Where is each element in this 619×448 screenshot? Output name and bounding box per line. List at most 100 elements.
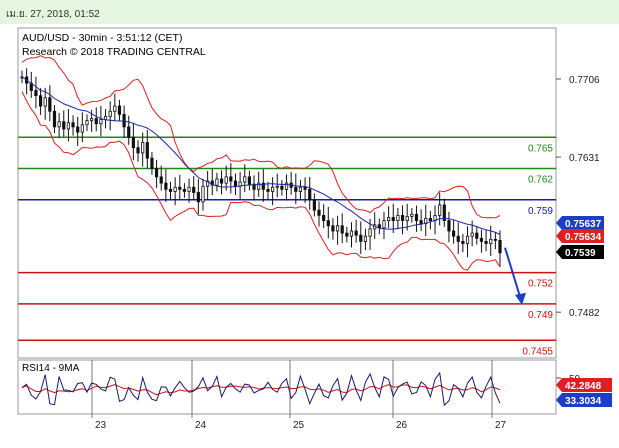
candle-body <box>484 241 488 244</box>
projection-arrow-head <box>515 292 526 305</box>
candle-body <box>498 239 502 254</box>
candle-body <box>331 225 335 232</box>
candle-body <box>387 217 391 221</box>
candle-body <box>233 180 238 187</box>
candle-body <box>182 188 187 192</box>
rsi-line <box>21 371 501 407</box>
candle-body <box>38 95 43 107</box>
candle-body <box>400 214 405 221</box>
candle-body <box>451 230 456 237</box>
candle-body <box>368 228 372 237</box>
candle-body <box>252 183 256 190</box>
date-header-bar: เม.ย. 27, 2018, 01:52 <box>0 0 619 24</box>
date-time-label: เม.ย. 27, 2018, 01:52 <box>6 9 100 20</box>
candle-body <box>465 235 470 244</box>
candle-body <box>215 178 219 186</box>
candle-body <box>438 204 442 216</box>
candle-body <box>66 122 71 130</box>
candle-body <box>410 213 414 217</box>
candle-body <box>48 97 52 112</box>
candle-body <box>359 234 363 242</box>
candle-body <box>284 182 289 190</box>
candle-body <box>382 220 386 229</box>
candle-body <box>192 186 196 193</box>
candle-body <box>345 232 349 237</box>
level-label: 0.749 <box>528 310 553 321</box>
x-tick-label: 24 <box>195 420 207 431</box>
candle-body <box>405 216 409 221</box>
candle-body <box>127 126 131 138</box>
candle-body <box>145 142 149 159</box>
price-badge-label: 0.75634 <box>565 232 602 243</box>
candle-body <box>424 218 428 225</box>
level-label: 0.752 <box>528 279 553 290</box>
candle-body <box>187 186 191 192</box>
rsi-title: RSI14 - 9MA <box>22 363 80 374</box>
y-tick-label: 0.7631 <box>569 153 600 164</box>
candle-body <box>294 186 298 192</box>
candle-body <box>159 176 163 184</box>
candle-body <box>34 90 38 97</box>
price-badge <box>556 216 604 230</box>
bollinger-lower-line <box>21 91 501 271</box>
candle-body <box>298 186 303 192</box>
price-badge <box>556 245 604 259</box>
candle-body <box>219 178 224 184</box>
candle-body <box>247 176 251 185</box>
candle-body <box>90 118 94 122</box>
y-tick-label: 0.7482 <box>569 308 600 319</box>
candle-body <box>136 147 140 154</box>
candle-body <box>80 124 84 133</box>
candle-body <box>275 185 279 188</box>
rsi-badge <box>556 393 612 407</box>
level-label: 0.765 <box>528 143 553 154</box>
candle-body <box>461 241 465 244</box>
candle-body <box>322 214 326 221</box>
x-tick-label: 23 <box>95 420 107 431</box>
candle-body <box>493 238 497 241</box>
candle-body <box>229 176 233 182</box>
rsi-ma-line <box>21 384 501 396</box>
candle-body <box>354 230 358 236</box>
level-label: 0.762 <box>528 175 553 186</box>
candle-body <box>57 121 61 128</box>
candle-body <box>154 168 159 178</box>
x-tick-label: 25 <box>293 420 305 431</box>
projection-arrow-line <box>504 247 522 301</box>
candle-body <box>312 199 316 211</box>
candle-body <box>173 186 177 192</box>
candle-body <box>206 180 210 187</box>
candle-body <box>62 121 66 130</box>
candle-body <box>210 180 214 186</box>
x-tick-label: 26 <box>396 420 408 431</box>
candle-body <box>470 232 474 237</box>
candle-body <box>141 142 145 154</box>
candle-body <box>456 235 460 242</box>
candle-body <box>178 186 182 190</box>
candle-body <box>442 204 446 221</box>
candle-body <box>363 235 368 242</box>
candle-body <box>71 122 75 128</box>
candle-body <box>76 126 80 133</box>
candle-body <box>108 110 112 117</box>
candle-body <box>94 118 98 125</box>
candle-body <box>224 176 228 184</box>
level-label: 0.7455 <box>522 346 553 357</box>
candle-body <box>396 214 400 221</box>
candle-body <box>266 188 270 192</box>
candle-body <box>150 157 154 169</box>
bollinger-upper-line <box>21 55 501 219</box>
candle-body <box>85 120 89 126</box>
candle-body <box>196 192 200 203</box>
candle-body <box>479 237 484 242</box>
chart-title: AUD/USD - 30min - 3:51:12 (CET) <box>22 32 182 44</box>
candle-body <box>131 136 135 149</box>
candle-body <box>317 209 321 216</box>
chart-subtitle: Research © 2018 TRADING CENTRAL <box>22 46 206 58</box>
candle-body <box>391 217 395 221</box>
candle-body <box>168 188 173 192</box>
candle-body <box>164 182 168 190</box>
rsi-badge <box>556 378 612 392</box>
candle-body <box>280 185 284 190</box>
